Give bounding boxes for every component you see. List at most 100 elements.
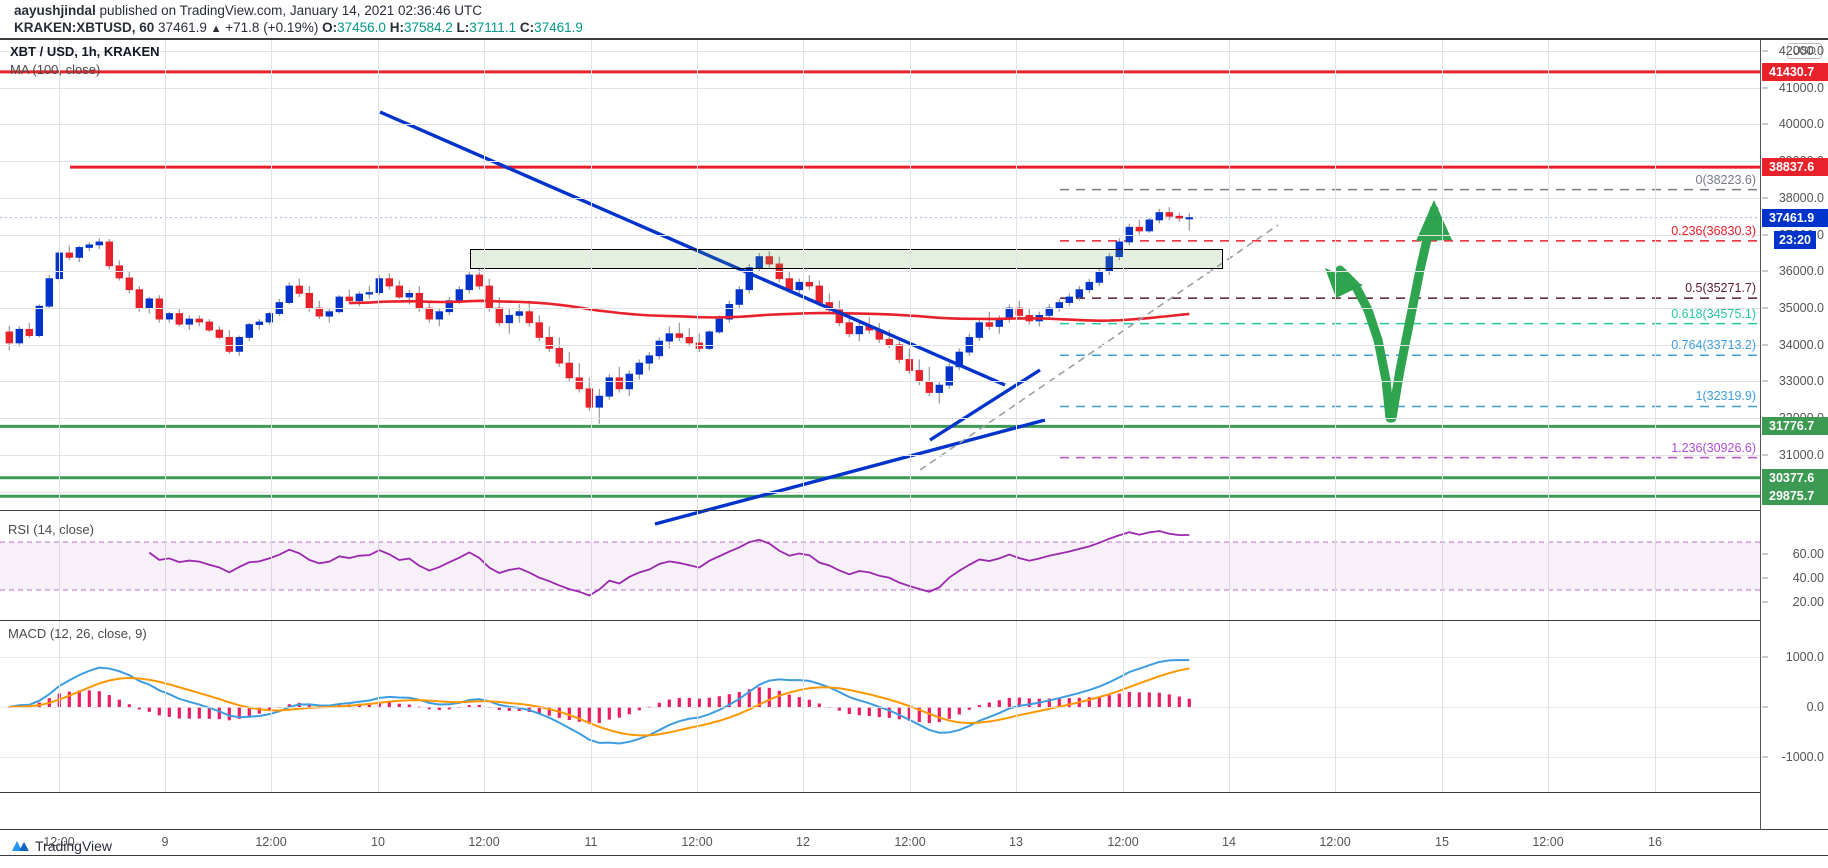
- chart-frame: XBT / USD, 1h, KRAKEN MA (100, close) RS…: [0, 38, 1828, 830]
- time-axis-label: 12:00: [1319, 835, 1351, 849]
- open-label: O:: [322, 20, 338, 35]
- vertical-gridline: [165, 40, 166, 792]
- high-label: H:: [389, 20, 404, 35]
- macd-gridline: [0, 657, 1760, 658]
- fib-level-label: 0.236(36830.3): [1671, 223, 1756, 238]
- horizontal-gridline: [0, 491, 1760, 493]
- high-value: 37584.2: [403, 20, 453, 35]
- price-highlight-label: 41430.7: [1762, 62, 1828, 81]
- price-tick-mark: [1762, 380, 1768, 382]
- time-axis-label: 12:00: [1107, 835, 1139, 849]
- vertical-gridline: [1229, 40, 1230, 792]
- price-highlight-label: 30377.6: [1762, 468, 1828, 487]
- horizontal-gridline: [0, 418, 1760, 420]
- vertical-gridline: [697, 40, 698, 792]
- main-pane-legend: XBT / USD, 1h, KRAKEN: [10, 44, 160, 59]
- pane-separator: [0, 510, 1760, 511]
- symbol-label: KRAKEN:XBTUSD, 60: [14, 20, 155, 35]
- tradingview-logo-icon: [12, 841, 29, 851]
- macd-tick-mark: [1762, 656, 1768, 658]
- low-label: L:: [456, 20, 470, 35]
- vertical-gridline: [803, 40, 804, 792]
- currency-badge: USD: [1786, 43, 1822, 59]
- price-axis-label: 35000.0: [1778, 301, 1824, 316]
- price-tick-mark: [1762, 234, 1768, 236]
- demand-zone-box[interactable]: [470, 249, 1223, 270]
- time-axis-label: 12:00: [1532, 835, 1564, 849]
- fib-level-label: 1.236(30926.6): [1671, 440, 1756, 455]
- publish-info: published on TradingView.com, January 14…: [99, 3, 483, 18]
- horizontal-gridline: [0, 381, 1760, 383]
- pane-separator: [0, 792, 1760, 793]
- author-name: aayushjindal: [14, 3, 96, 18]
- time-axis-label: 14: [1222, 835, 1236, 849]
- rsi-indicator-legend: RSI (14, close): [8, 522, 94, 537]
- price-tick-mark: [1762, 344, 1768, 346]
- up-triangle-icon: ▲: [210, 23, 222, 35]
- price-highlight-label: 29875.7: [1762, 487, 1828, 506]
- price-highlight-label: 31776.7: [1762, 417, 1828, 436]
- price-axis-label: 42000.0: [1778, 44, 1824, 59]
- price-change: +71.8 (+0.19%): [225, 20, 319, 35]
- price-highlight-label: 37461.9: [1762, 208, 1828, 227]
- pane-separator: [0, 620, 1760, 621]
- price-tick-mark: [1762, 307, 1768, 309]
- price-axis-label: 41000.0: [1778, 80, 1824, 95]
- vertical-gridline: [910, 40, 911, 792]
- rsi-tick-mark: [1762, 553, 1768, 555]
- price-tick-mark: [1762, 454, 1768, 456]
- price-axis-label: 40000.0: [1778, 117, 1824, 132]
- macd-tick-mark: [1762, 756, 1768, 758]
- time-axis-label: 12:00: [43, 835, 75, 849]
- open-value: 37456.0: [337, 20, 386, 35]
- price-axis-label: 38000.0: [1778, 190, 1824, 205]
- tradingview-watermark: TradingView: [10, 838, 112, 854]
- macd-indicator-legend: MACD (12, 26, close, 9): [8, 626, 147, 641]
- macd-gridline: [0, 757, 1760, 758]
- time-axis-label: 10: [371, 835, 385, 849]
- time-axis-label: 12: [796, 835, 810, 849]
- horizontal-gridline: [0, 454, 1760, 456]
- chart-plot-area[interactable]: XBT / USD, 1h, KRAKEN MA (100, close) RS…: [0, 40, 1761, 830]
- watermark-text: TradingView: [35, 838, 113, 854]
- price-axis-label: 34000.0: [1778, 337, 1824, 352]
- price-scale[interactable]: USD 42000.041000.040000.039000.038000.03…: [1762, 40, 1828, 830]
- horizontal-gridline: [0, 234, 1760, 236]
- fib-level-label: 0.618(34575.1): [1671, 306, 1756, 321]
- horizontal-gridline: [0, 344, 1760, 346]
- horizontal-gridline: [0, 51, 1760, 53]
- vertical-gridline: [1655, 40, 1656, 792]
- rsi-band: [0, 542, 1760, 590]
- time-axis-label: 11: [584, 835, 598, 849]
- countdown-badge: 23:20: [1774, 230, 1816, 249]
- rsi-axis-label: 20.00: [1792, 595, 1824, 609]
- horizontal-gridline: [0, 271, 1760, 273]
- horizontal-gridline: [0, 161, 1760, 163]
- publish-line: aayushjindal published on TradingView.co…: [14, 2, 1828, 19]
- horizontal-gridline: [0, 124, 1760, 126]
- vertical-gridline: [378, 40, 379, 792]
- vertical-gridline: [1335, 40, 1336, 792]
- price-axis-label: 33000.0: [1778, 374, 1824, 389]
- time-axis-label: 12:00: [255, 835, 287, 849]
- horizontal-gridline: [0, 308, 1760, 310]
- rsi-tick-mark: [1762, 577, 1768, 579]
- macd-axis-label: 1000.0: [1785, 650, 1824, 664]
- fib-level-label: 0.764(33713.2): [1671, 338, 1756, 353]
- time-axis-label: 16: [1648, 835, 1662, 849]
- time-axis-label: 13: [1009, 835, 1023, 849]
- fib-level-label: 0.5(35271.7): [1685, 281, 1756, 296]
- fib-level-label: 0(38223.6): [1695, 172, 1756, 187]
- time-axis-label: 12:00: [894, 835, 926, 849]
- vertical-gridline: [271, 40, 272, 792]
- vertical-gridline: [591, 40, 592, 792]
- time-scale[interactable]: 12:00 9 12:00 10 12:00 11 12:00 12 12:00 13 12:00 1…: [0, 830, 1828, 856]
- price-highlight-label: 38837.6: [1762, 158, 1828, 177]
- macd-tick-mark: [1762, 706, 1768, 708]
- vertical-gridline: [1016, 40, 1017, 792]
- fib-level-label: 1(32319.9): [1695, 389, 1756, 404]
- chart-drawing-layer: [0, 70, 1760, 745]
- macd-axis-label: -1000.0: [1781, 750, 1824, 764]
- low-value: 37111.1: [469, 20, 517, 35]
